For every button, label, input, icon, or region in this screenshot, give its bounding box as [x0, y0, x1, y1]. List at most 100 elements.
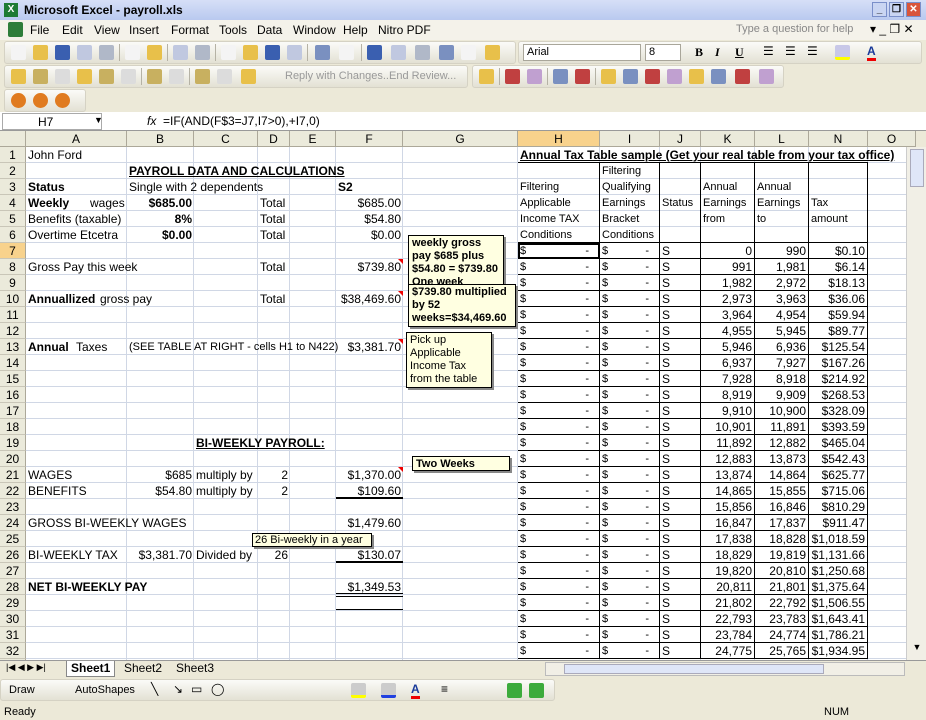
tax-cell-J30[interactable]: S — [660, 611, 701, 627]
row-header-29[interactable]: 29 — [0, 595, 26, 611]
tax-cell-I7[interactable]: $ - — [600, 243, 660, 259]
row-header-30[interactable]: 30 — [0, 611, 26, 627]
toolbar-button-icon[interactable] — [505, 69, 520, 84]
cell-F6[interactable]: $0.00 — [370, 228, 401, 242]
menu-view[interactable]: View — [94, 23, 120, 37]
cell-A8[interactable]: Gross Pay this week — [28, 260, 138, 274]
tax-cell-I9[interactable]: $ - — [600, 275, 660, 291]
tax-cell-J9[interactable]: S — [660, 275, 701, 291]
row-header-20[interactable]: 20 — [0, 451, 26, 467]
toolbar-button-icon[interactable] — [99, 45, 114, 60]
name-box[interactable]: H7 — [2, 113, 102, 130]
cell-A4-rest[interactable]: wages — [90, 196, 125, 210]
toolbar-button-icon[interactable] — [55, 45, 70, 60]
font-size-select[interactable]: 8 — [645, 44, 681, 61]
vertical-scrollbar[interactable]: ▼ — [906, 147, 926, 660]
center-button[interactable]: ☰ — [785, 44, 796, 58]
maximize-button[interactable]: ❐ — [889, 2, 904, 17]
tax-cell-N28[interactable]: $1,375.64 — [809, 579, 868, 595]
tax-cell-N15[interactable]: $214.92 — [809, 371, 868, 387]
tax-cell-K12[interactable]: 4,955 — [701, 323, 755, 339]
tax-cell-K21[interactable]: 13,874 — [701, 467, 755, 483]
tax-cell-K24[interactable]: 16,847 — [701, 515, 755, 531]
tax-cell-H15[interactable]: $ - — [518, 371, 600, 387]
cell-I3[interactable]: Qualifying — [602, 181, 651, 193]
tax-cell-K30[interactable]: 22,793 — [701, 611, 755, 627]
tax-cell-N25[interactable]: $1,018.59 — [809, 531, 868, 547]
tax-cell-L24[interactable]: 17,837 — [755, 515, 809, 531]
cell-J4[interactable]: Status — [662, 197, 694, 209]
menu-format[interactable]: Format — [171, 23, 210, 37]
column-header-N[interactable]: N — [809, 131, 868, 147]
toolbar-button-icon[interactable] — [415, 45, 430, 60]
tax-cell-N16[interactable]: $268.53 — [809, 387, 868, 403]
help-search-input[interactable]: Type a question for help — [736, 23, 854, 35]
menu-tools[interactable]: Tools — [219, 23, 248, 37]
cell-K5[interactable]: from — [703, 213, 725, 225]
cell-F26[interactable]: $130.07 — [357, 548, 401, 562]
tax-cell-H19[interactable]: $ - — [518, 435, 600, 451]
tax-cell-K14[interactable]: 6,937 — [701, 355, 755, 371]
align-left-button[interactable]: ☰ — [763, 44, 774, 58]
cell-F8[interactable]: $739.80 — [357, 260, 401, 274]
tax-cell-K20[interactable]: 12,883 — [701, 451, 755, 467]
tax-cell-L32[interactable]: 25,765 — [755, 643, 809, 659]
tax-cell-I19[interactable]: $ - — [600, 435, 660, 451]
toolbar-button-icon[interactable] — [689, 69, 704, 84]
tax-cell-J19[interactable]: S — [660, 435, 701, 451]
column-header-A[interactable]: A — [26, 131, 127, 147]
cell-A4[interactable]: Weekly — [28, 196, 70, 210]
tax-cell-J18[interactable]: S — [660, 419, 701, 435]
tax-cell-L13[interactable]: 6,936 — [755, 339, 809, 355]
font-name-select[interactable]: Arial — [523, 44, 641, 61]
tax-cell-I17[interactable]: $ - — [600, 403, 660, 419]
toolbar-button-icon[interactable] — [265, 45, 280, 60]
tax-cell-L25[interactable]: 18,828 — [755, 531, 809, 547]
cell-D8[interactable]: Total — [260, 260, 286, 274]
row-header-10[interactable]: 10 — [0, 291, 26, 307]
insert-function-button[interactable]: fx — [147, 114, 157, 128]
tax-cell-I22[interactable]: $ - — [600, 483, 660, 499]
tax-cell-K28[interactable]: 20,811 — [701, 579, 755, 595]
tax-cell-J12[interactable]: S — [660, 323, 701, 339]
tax-cell-N30[interactable]: $1,643.41 — [809, 611, 868, 627]
cell-B4[interactable]: $685.00 — [148, 196, 192, 210]
cell-I6[interactable]: Conditions — [602, 229, 654, 241]
tax-cell-L7[interactable]: 990 — [755, 243, 809, 259]
cell-B21[interactable]: $685 — [165, 468, 192, 482]
italic-button[interactable]: I — [715, 45, 720, 59]
tab-sheet2[interactable]: Sheet2 — [124, 661, 163, 675]
tax-cell-H17[interactable]: $ - — [518, 403, 600, 419]
tax-cell-K10[interactable]: 2,973 — [701, 291, 755, 307]
toolbar-button-icon[interactable] — [711, 69, 726, 84]
cell-D22[interactable]: 2 — [281, 484, 288, 498]
toolbar-button-icon[interactable] — [287, 45, 302, 60]
toolbar-button-icon[interactable] — [217, 69, 232, 84]
cell-I2[interactable]: Filtering — [602, 165, 642, 177]
tax-cell-L27[interactable]: 20,810 — [755, 563, 809, 579]
tax-cell-H18[interactable]: $ - — [518, 419, 600, 435]
row-header-16[interactable]: 16 — [0, 387, 26, 403]
tax-cell-N11[interactable]: $59.94 — [809, 307, 868, 323]
toolbar-button-icon[interactable] — [99, 69, 114, 84]
row-header-12[interactable]: 12 — [0, 323, 26, 339]
tax-cell-J31[interactable]: S — [660, 627, 701, 643]
tax-cell-H31[interactable]: $ - — [518, 627, 600, 643]
tax-cell-H11[interactable]: $ - — [518, 307, 600, 323]
toolbar-button-icon[interactable] — [339, 45, 354, 60]
tax-cell-L26[interactable]: 19,819 — [755, 547, 809, 563]
cell-N4[interactable]: Tax — [811, 197, 829, 209]
row-header-1[interactable]: 1 — [0, 147, 26, 163]
row-header-32[interactable]: 32 — [0, 643, 26, 659]
tax-cell-N23[interactable]: $810.29 — [809, 499, 868, 515]
tax-cell-H10[interactable]: $ - — [518, 291, 600, 307]
row-header-25[interactable]: 25 — [0, 531, 26, 547]
tax-cell-L29[interactable]: 22,792 — [755, 595, 809, 611]
toolbar-button-icon[interactable] — [485, 45, 500, 60]
cell-H4[interactable]: Applicable — [520, 197, 571, 209]
cell-L3[interactable]: Annual — [757, 181, 792, 193]
toolbar-button-icon[interactable] — [173, 45, 188, 60]
tax-cell-H32[interactable]: $ - — [518, 643, 600, 659]
tax-cell-J23[interactable]: S — [660, 499, 701, 515]
doc-window-controls[interactable]: ▾ _ ❐ ✕ — [870, 22, 914, 36]
